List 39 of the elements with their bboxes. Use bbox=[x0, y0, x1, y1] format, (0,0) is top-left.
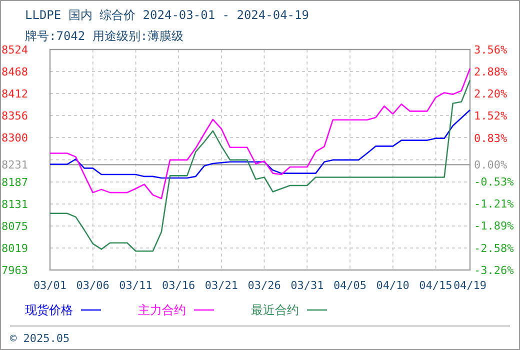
y2tick: 0.00% bbox=[474, 158, 508, 172]
xtick: 03/21 bbox=[204, 279, 238, 292]
y2tick: -3.26% bbox=[474, 264, 514, 277]
y2tick: 2.88% bbox=[474, 65, 508, 78]
legend-text: 主力合约 bbox=[138, 303, 186, 317]
ytick: 8412 bbox=[2, 88, 28, 101]
y2tick: -2.58% bbox=[474, 242, 514, 256]
annotation: © 2025.05 bbox=[10, 332, 70, 345]
ytick: 8300 bbox=[2, 132, 28, 145]
y2tick: -1.89% bbox=[474, 220, 514, 233]
ytick: 8524 bbox=[2, 44, 28, 56]
legend-text: 最近合约 bbox=[251, 303, 299, 317]
xtick: 04/05 bbox=[333, 279, 367, 292]
xtick: 03/01 bbox=[33, 279, 67, 292]
ytick: 7963 bbox=[2, 264, 28, 277]
ytick: 8131 bbox=[2, 198, 28, 211]
ytick: 8468 bbox=[2, 66, 28, 78]
title: LLDPE 国内 综合价 2024-03-01 - 2024-04-19 bbox=[25, 8, 309, 22]
y2tick: 2.20% bbox=[474, 87, 508, 100]
y2tick: 3.56% bbox=[474, 44, 508, 56]
xtick: 03/26 bbox=[248, 279, 281, 292]
subtitle: 牌号:7042 用途级别:薄膜级 bbox=[25, 29, 184, 43]
y2tick: -0.53% bbox=[474, 176, 514, 189]
xtick: 04/10 bbox=[376, 279, 410, 292]
xtick: 03/11 bbox=[119, 279, 152, 292]
y2tick: 1.52% bbox=[474, 109, 508, 122]
xtick: 03/06 bbox=[76, 279, 110, 292]
xtick: 03/16 bbox=[162, 279, 196, 292]
legend-text: 现货价格 bbox=[25, 303, 73, 317]
y2tick: -1.21% bbox=[474, 198, 514, 211]
y2tick: 0.83% bbox=[474, 132, 508, 145]
ytick: 8356 bbox=[2, 110, 28, 123]
ytick: 8187 bbox=[2, 176, 28, 189]
ref-label: 8231 bbox=[2, 158, 28, 172]
xtick: 03/31 bbox=[290, 279, 324, 292]
xtick: 04/19 bbox=[453, 279, 487, 292]
ytick: 8019 bbox=[2, 242, 28, 255]
xtick: 04/15 bbox=[419, 279, 452, 292]
ytick: 8075 bbox=[2, 220, 28, 233]
